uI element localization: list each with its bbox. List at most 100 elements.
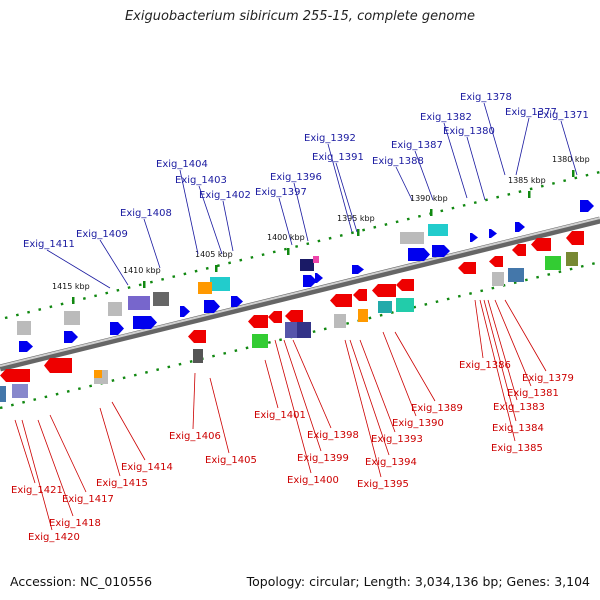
gene-label-exig-1402[interactable]: Exig_1402 bbox=[199, 190, 251, 201]
reverse-gene-arrow[interactable] bbox=[330, 294, 352, 307]
gene-feature-block[interactable] bbox=[566, 252, 578, 266]
gene-label-exig-1379[interactable]: Exig_1379 bbox=[522, 373, 574, 384]
gene-label-exig-1377[interactable]: Exig_1377 bbox=[505, 107, 557, 118]
reverse-gene-arrow[interactable] bbox=[285, 310, 303, 322]
gene-feature-block[interactable] bbox=[358, 309, 368, 322]
reverse-gene-arrow[interactable] bbox=[268, 311, 282, 323]
gene-label-exig-1383[interactable]: Exig_1383 bbox=[493, 402, 545, 413]
reverse-gene-arrow[interactable] bbox=[458, 262, 476, 274]
gene-label-exig-1408[interactable]: Exig_1408 bbox=[120, 208, 172, 219]
gene-feature-block[interactable] bbox=[252, 334, 268, 348]
gene-label-exig-1382[interactable]: Exig_1382 bbox=[420, 112, 472, 123]
forward-gene-arrow[interactable] bbox=[515, 222, 525, 232]
gene-label-exig-1387[interactable]: Exig_1387 bbox=[391, 140, 443, 151]
gene-label-exig-1395[interactable]: Exig_1395 bbox=[357, 479, 409, 490]
gene-feature-block[interactable] bbox=[210, 277, 230, 291]
forward-gene-arrow[interactable] bbox=[180, 306, 190, 317]
reverse-gene-arrow[interactable] bbox=[372, 284, 396, 297]
forward-gene-arrow[interactable] bbox=[133, 316, 157, 329]
gene-label-exig-1401[interactable]: Exig_1401 bbox=[254, 410, 306, 421]
reverse-gene-arrow[interactable] bbox=[531, 238, 551, 251]
forward-gene-arrow[interactable] bbox=[315, 273, 323, 283]
reverse-gene-arrow[interactable] bbox=[512, 244, 526, 256]
forward-gene-arrow[interactable] bbox=[352, 265, 364, 274]
gene-label-exig-1400[interactable]: Exig_1400 bbox=[287, 475, 339, 486]
gene-feature-block[interactable] bbox=[428, 224, 448, 236]
gene-feature-block[interactable] bbox=[108, 302, 122, 316]
gene-label-exig-1394[interactable]: Exig_1394 bbox=[365, 457, 417, 468]
gene-feature-block[interactable] bbox=[400, 232, 424, 244]
gene-feature-block[interactable] bbox=[313, 256, 319, 263]
forward-gene-arrow[interactable] bbox=[110, 322, 124, 335]
forward-gene-arrow[interactable] bbox=[231, 296, 243, 307]
gene-feature-block[interactable] bbox=[64, 311, 80, 325]
gene-feature-block[interactable] bbox=[153, 292, 169, 306]
reverse-gene-arrow[interactable] bbox=[566, 231, 584, 245]
forward-gene-arrow[interactable] bbox=[408, 248, 430, 261]
gene-feature-block[interactable] bbox=[334, 314, 346, 328]
gene-label-exig-1378[interactable]: Exig_1378 bbox=[460, 92, 512, 103]
gene-feature-block[interactable] bbox=[378, 301, 392, 313]
gene-label-exig-1393[interactable]: Exig_1393 bbox=[371, 434, 423, 445]
gene-label-exig-1411[interactable]: Exig_1411 bbox=[23, 239, 75, 250]
forward-gene-arrow[interactable] bbox=[204, 300, 220, 313]
gene-label-exig-1403[interactable]: Exig_1403 bbox=[175, 175, 227, 186]
reverse-gene-arrow[interactable] bbox=[44, 358, 72, 373]
scale-major-tick bbox=[528, 191, 531, 198]
gene-label-exig-1396[interactable]: Exig_1396 bbox=[270, 172, 322, 183]
forward-gene-arrow[interactable] bbox=[432, 245, 450, 257]
gene-label-exig-1405[interactable]: Exig_1405 bbox=[205, 455, 257, 466]
gene-feature-block[interactable] bbox=[508, 268, 524, 282]
forward-gene-arrow[interactable] bbox=[580, 200, 594, 212]
gene-feature-block[interactable] bbox=[198, 282, 212, 294]
gene-label-exig-1418[interactable]: Exig_1418 bbox=[49, 518, 101, 529]
gene-label-exig-1390[interactable]: Exig_1390 bbox=[392, 418, 444, 429]
gene-label-exig-1371[interactable]: Exig_1371 bbox=[537, 110, 589, 121]
reverse-gene-arrow[interactable] bbox=[0, 369, 30, 382]
gene-label-exig-1392[interactable]: Exig_1392 bbox=[304, 133, 356, 144]
gene-feature-block[interactable] bbox=[297, 322, 311, 338]
gene-label-exig-1386[interactable]: Exig_1386 bbox=[459, 360, 511, 371]
gene-label-exig-1415[interactable]: Exig_1415 bbox=[96, 478, 148, 489]
forward-gene-arrow[interactable] bbox=[64, 331, 78, 343]
gene-feature-block[interactable] bbox=[193, 349, 203, 363]
gene-label-exig-1389[interactable]: Exig_1389 bbox=[411, 403, 463, 414]
reverse-gene-arrow[interactable] bbox=[489, 256, 503, 267]
gene-label-exig-1406[interactable]: Exig_1406 bbox=[169, 431, 221, 442]
forward-gene-arrow[interactable] bbox=[489, 229, 497, 238]
gene-label-exig-1399[interactable]: Exig_1399 bbox=[297, 453, 349, 464]
gene-feature-block[interactable] bbox=[128, 296, 150, 310]
gene-label-exig-1388[interactable]: Exig_1388 bbox=[372, 156, 424, 167]
gene-feature-block[interactable] bbox=[94, 370, 102, 378]
leader-line-exig-1385 bbox=[479, 299, 516, 442]
gene-label-exig-1414[interactable]: Exig_1414 bbox=[121, 462, 173, 473]
reverse-gene-arrow[interactable] bbox=[353, 289, 367, 301]
leader-line-exig-1408 bbox=[143, 218, 161, 269]
reverse-gene-arrow[interactable] bbox=[248, 315, 268, 328]
gene-label-exig-1391[interactable]: Exig_1391 bbox=[312, 152, 364, 163]
reverse-gene-arrow[interactable] bbox=[396, 279, 414, 291]
gene-label-exig-1385[interactable]: Exig_1385 bbox=[491, 443, 543, 454]
forward-gene-arrow[interactable] bbox=[19, 341, 33, 352]
gene-label-exig-1397[interactable]: Exig_1397 bbox=[255, 187, 307, 198]
gene-label-exig-1404[interactable]: Exig_1404 bbox=[156, 159, 208, 170]
forward-gene-arrow[interactable] bbox=[303, 275, 317, 287]
reverse-gene-arrow[interactable] bbox=[188, 330, 206, 343]
gene-feature-block[interactable] bbox=[285, 322, 299, 338]
gene-feature-block[interactable] bbox=[12, 384, 28, 398]
gene-label-exig-1421[interactable]: Exig_1421 bbox=[11, 485, 63, 496]
gene-label-exig-1417[interactable]: Exig_1417 bbox=[62, 494, 114, 505]
gene-feature-block[interactable] bbox=[545, 256, 561, 270]
gene-label-exig-1420[interactable]: Exig_1420 bbox=[28, 532, 80, 543]
forward-gene-arrow[interactable] bbox=[470, 233, 478, 242]
gene-feature-block[interactable] bbox=[300, 259, 314, 271]
gene-feature-block[interactable] bbox=[0, 386, 6, 402]
gene-feature-block[interactable] bbox=[396, 298, 414, 312]
gene-label-exig-1398[interactable]: Exig_1398 bbox=[307, 430, 359, 441]
gene-feature-block[interactable] bbox=[17, 321, 31, 335]
gene-label-exig-1409[interactable]: Exig_1409 bbox=[76, 229, 128, 240]
gene-label-exig-1380[interactable]: Exig_1380 bbox=[443, 126, 495, 137]
gene-feature-block[interactable] bbox=[492, 272, 504, 286]
gene-label-exig-1384[interactable]: Exig_1384 bbox=[492, 423, 544, 434]
gene-label-exig-1381[interactable]: Exig_1381 bbox=[507, 388, 559, 399]
